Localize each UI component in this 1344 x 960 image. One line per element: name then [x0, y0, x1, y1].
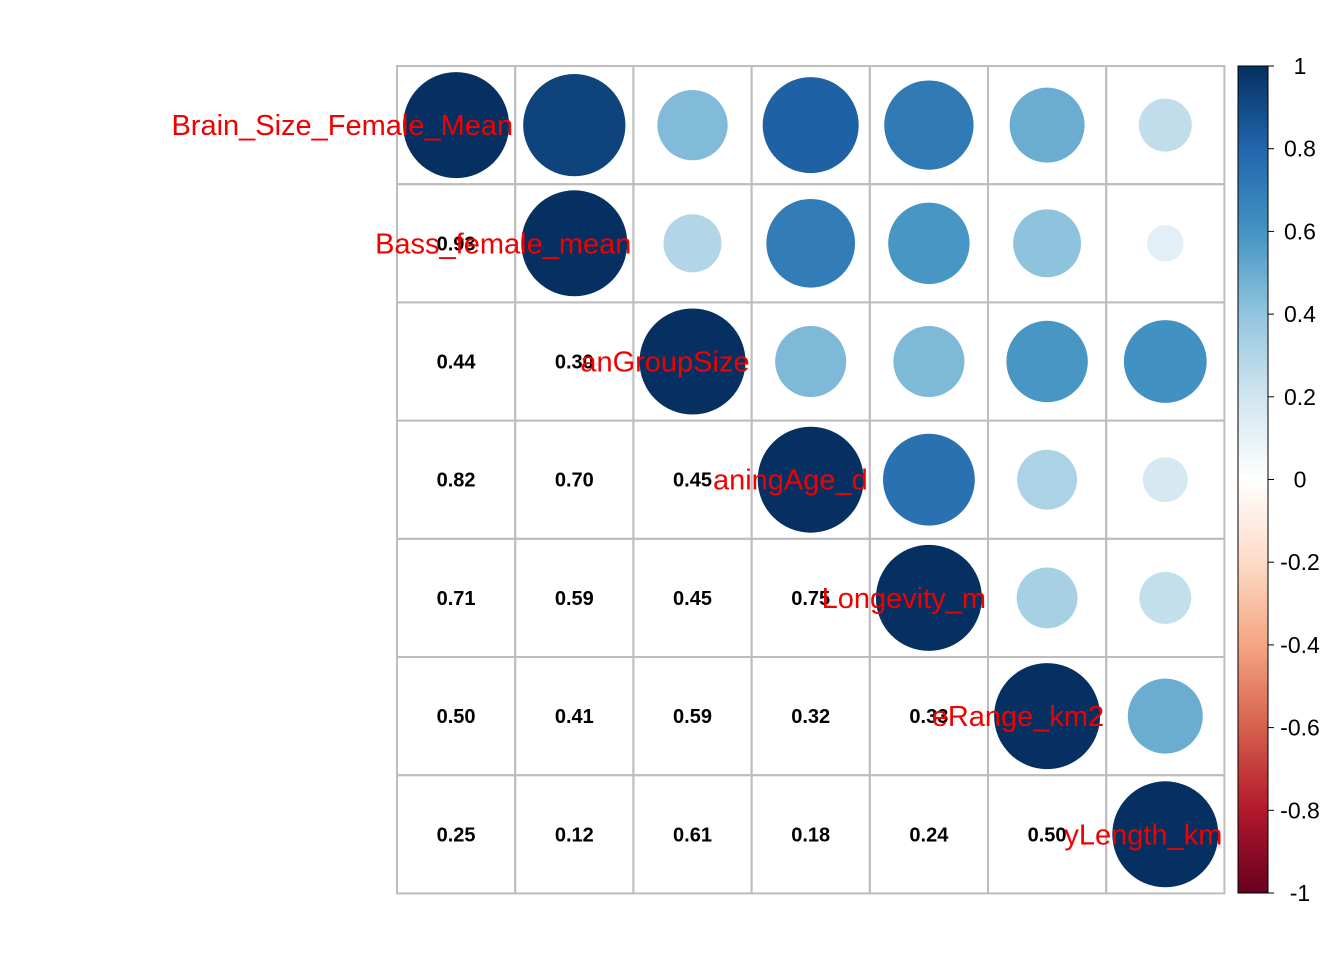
correlation-circle	[994, 663, 1101, 770]
correlation-circle	[893, 325, 965, 398]
coefficient-label: 0.24	[909, 824, 949, 846]
correlation-circle	[521, 190, 628, 297]
coefficient-label: 0.59	[673, 706, 712, 728]
colorbar-tick-label: 0.4	[1284, 301, 1316, 327]
correlation-circle	[1013, 209, 1082, 278]
correlation-circle	[762, 77, 859, 174]
variable-label: anGroupSize	[580, 347, 749, 379]
variable-label: Bass_female_mean	[375, 228, 631, 260]
colorbar-tick-label: 0.8	[1284, 136, 1316, 162]
correlation-circle	[766, 198, 856, 288]
correlation-circle	[1138, 98, 1192, 152]
colorbar-tick-label: 0	[1294, 467, 1307, 493]
variable-label: Brain_Size_Female_Mean	[171, 110, 513, 142]
correlation-circle	[1009, 87, 1085, 163]
label-layer: 0.93 0.44 0.30 0.82 0.70 0.45 0.71 0.59 0.45 0.75…	[171, 110, 1222, 851]
correlation-circle	[1006, 320, 1088, 403]
coefficient-label: 0.45	[673, 588, 712, 610]
correlation-circle	[1123, 320, 1207, 403]
coefficient-label: 0.18	[791, 824, 830, 846]
colorbar-gradient	[1237, 65, 1269, 894]
colorbar-tick-label: -0.6	[1280, 715, 1320, 741]
correlation-circle	[775, 325, 847, 398]
variable-label: Longevity_m	[822, 583, 986, 615]
correlation-circle	[883, 433, 975, 526]
coefficient-label: 0.70	[555, 470, 594, 492]
variable-label: eRange_km2	[932, 701, 1105, 733]
colorbar-tick-label: 1	[1294, 53, 1307, 79]
colorbar-tick-label: -1	[1290, 880, 1310, 906]
colorbar-tick-label: -0.4	[1280, 632, 1320, 658]
coefficient-label: 0.82	[437, 470, 476, 492]
coefficient-label: 0.61	[673, 824, 712, 846]
correlation-circle	[1016, 567, 1078, 629]
coefficient-label: 0.71	[437, 588, 476, 610]
correlation-circle	[403, 72, 510, 179]
coefficient-label: 0.93	[437, 233, 476, 255]
grid-layer	[396, 65, 1226, 895]
coefficient-label: 0.25	[437, 824, 476, 846]
coefficient-label: 0.45	[673, 470, 712, 492]
variable-label: aningAge_d	[713, 465, 868, 497]
correlation-circle	[875, 544, 982, 651]
coefficient-label: 0.50	[1028, 824, 1067, 846]
variable-label: yLength_km	[1064, 819, 1222, 851]
coefficient-label: 0.12	[555, 824, 594, 846]
correlation-circle	[888, 202, 970, 285]
correlation-circle	[1139, 571, 1192, 624]
coefficient-label: 0.33	[909, 706, 948, 728]
correlation-circle	[639, 308, 746, 415]
colorbar-tick-label: -0.8	[1280, 797, 1320, 823]
colorbar-tick-label: 0.2	[1284, 384, 1316, 410]
coefficient-label: 0.41	[555, 706, 594, 728]
mark-layer	[403, 72, 1219, 888]
coefficient-label: 0.50	[437, 706, 476, 728]
coefficient-label: 0.59	[555, 588, 594, 610]
coefficient-label: 0.32	[791, 706, 830, 728]
correlation-circle	[1127, 678, 1203, 754]
correlation-circle	[1112, 781, 1219, 888]
coefficient-label: 0.44	[437, 352, 477, 374]
correlation-circle	[523, 73, 626, 177]
correlation-circle	[657, 89, 728, 161]
correlation-circle	[663, 214, 722, 273]
correlation-circle	[757, 426, 864, 533]
colorbar-tick-label: 0.6	[1284, 218, 1316, 244]
correlation-circle	[1146, 224, 1184, 262]
grid-cell	[1105, 774, 1226, 895]
colorbar-tick-label: -0.2	[1280, 549, 1320, 575]
correlation-circle	[1142, 457, 1188, 503]
correlation-circle	[884, 80, 974, 170]
correlation-circle	[1017, 449, 1078, 510]
coefficient-label: 0.75	[791, 588, 830, 610]
colorbar: 1 0.8 0.6 0.4 0.2 0 -0.2 -0.4 -0.6 -0.8 -1	[1237, 53, 1320, 906]
coefficient-label: 0.30	[555, 352, 594, 374]
